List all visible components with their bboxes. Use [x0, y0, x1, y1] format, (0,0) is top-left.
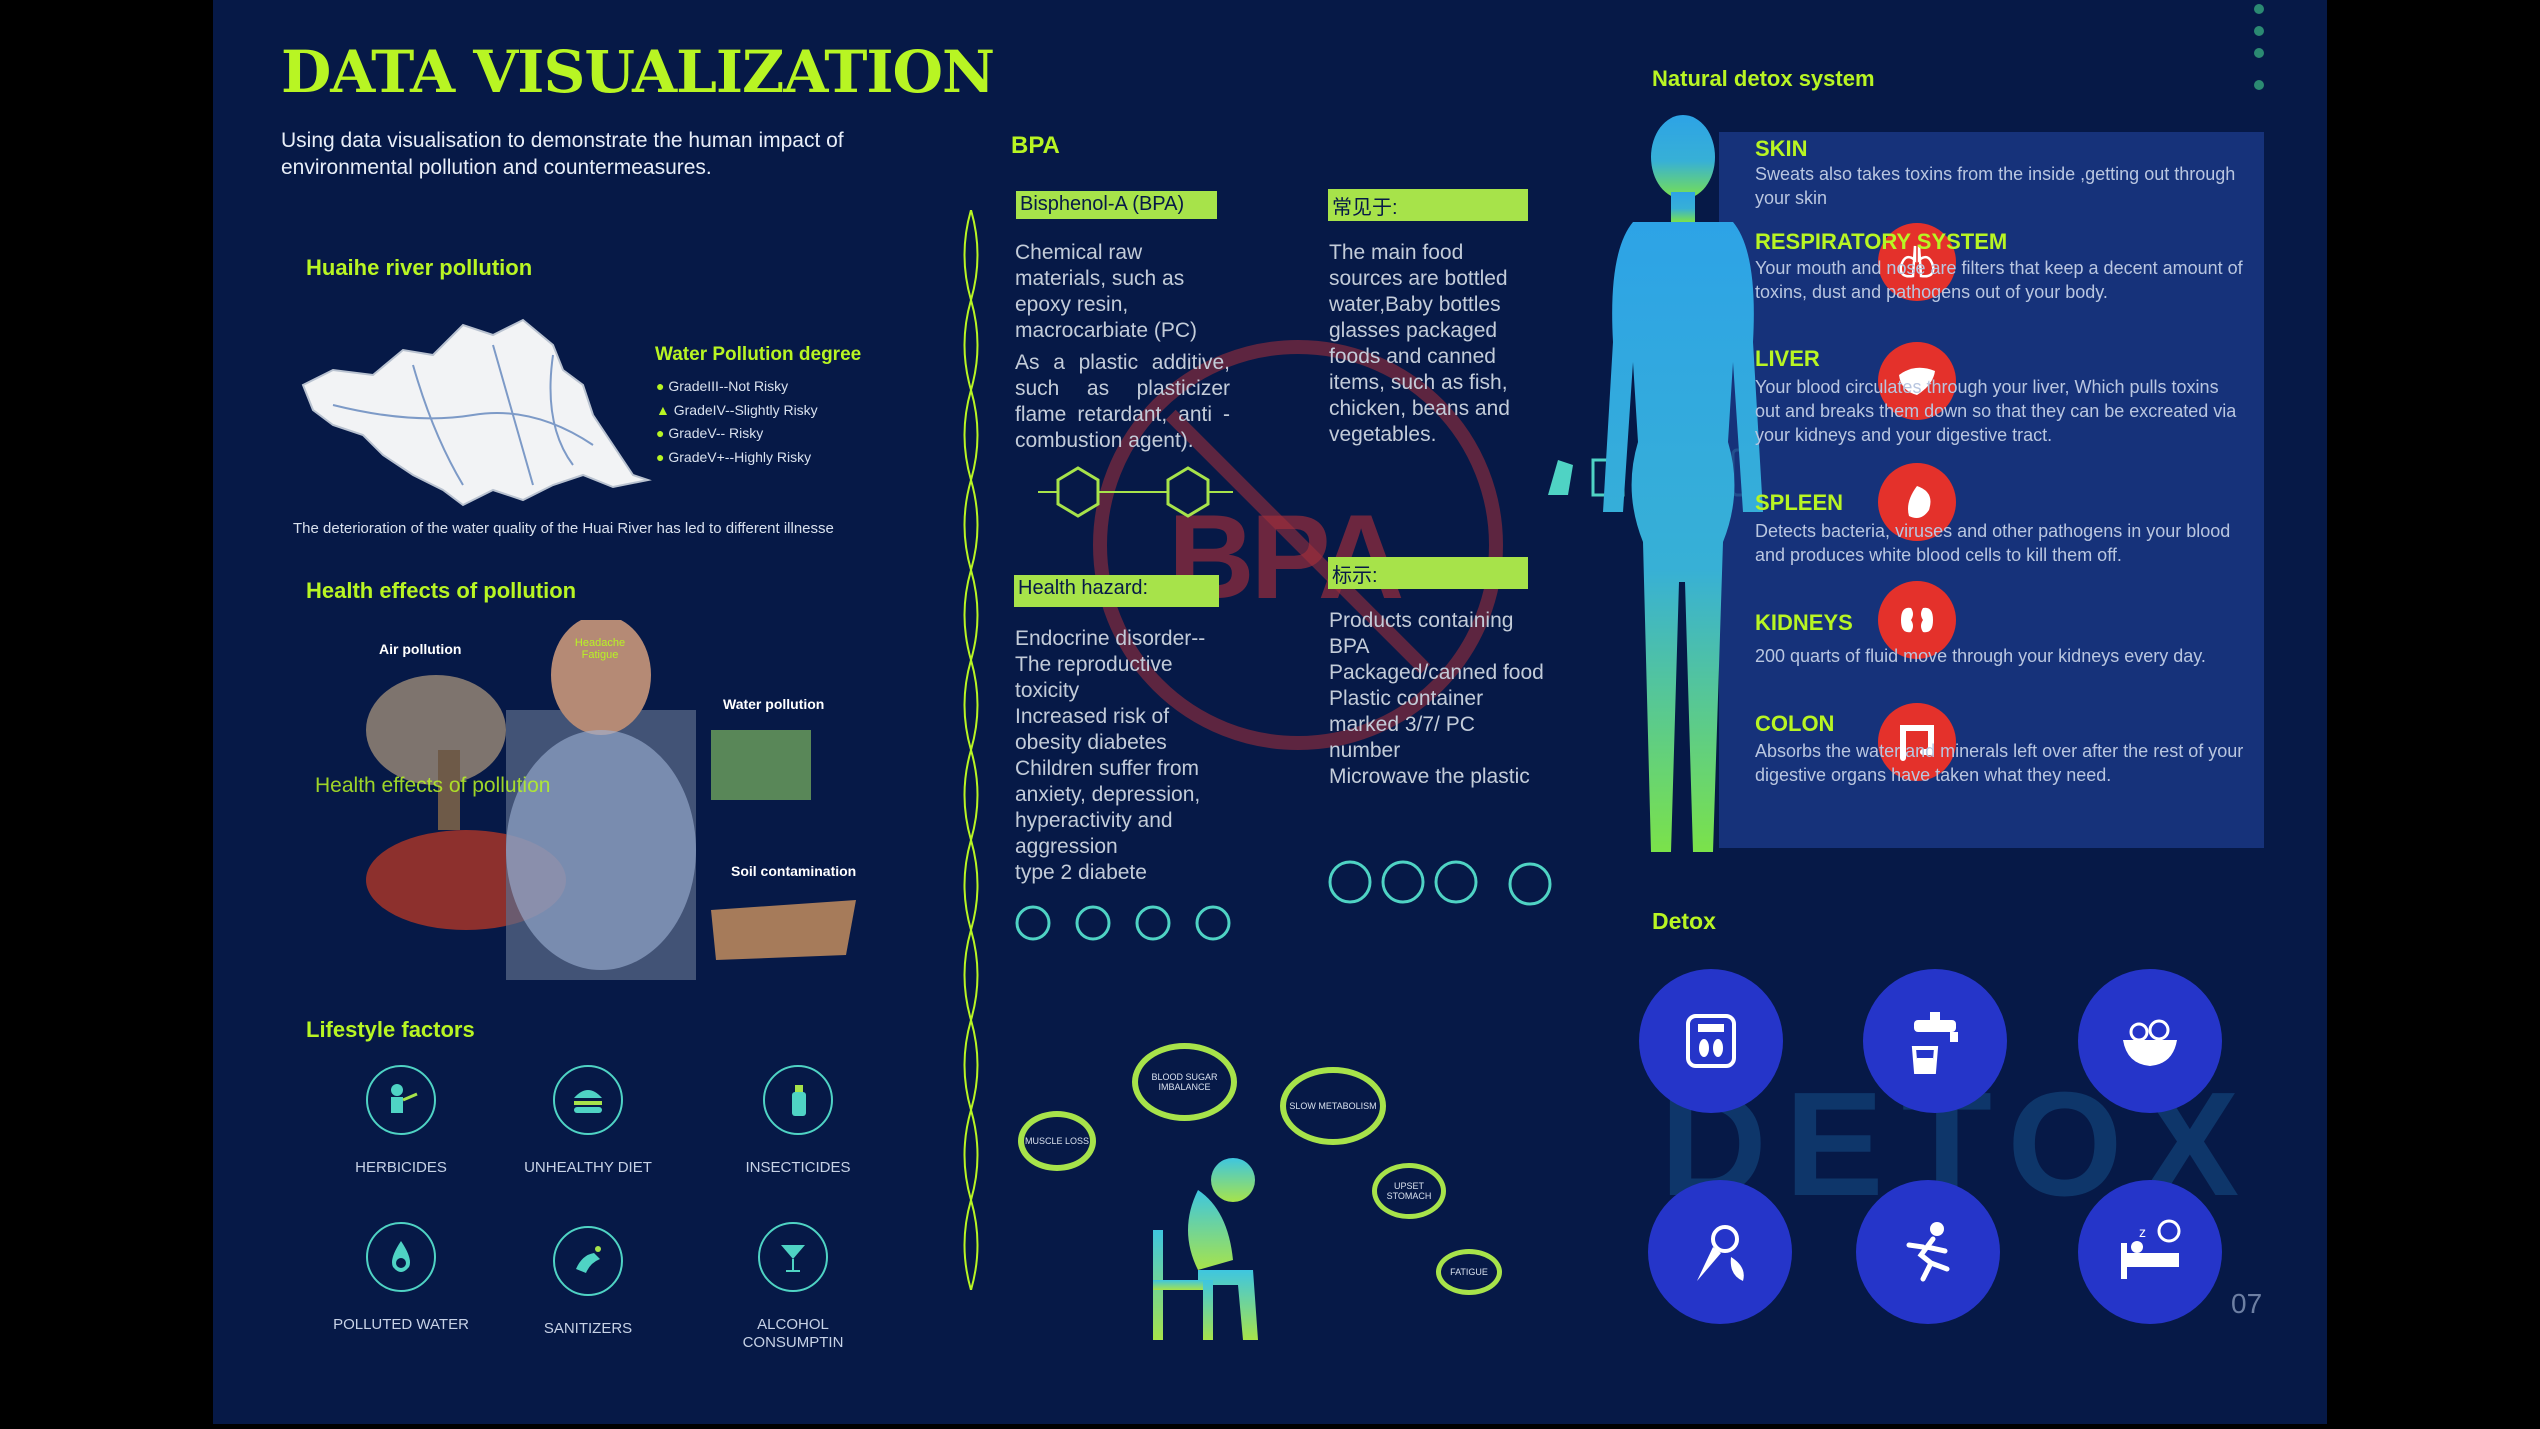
- air-pollution-label: Air pollution: [379, 641, 462, 657]
- bpa-box-common: 常见于:: [1328, 189, 1528, 221]
- liver-icon: [1878, 342, 1956, 420]
- health-effects-illustration: [366, 620, 856, 980]
- herbicides-icon: [366, 1065, 436, 1135]
- lifestyle-label: ALCOHOL CONSUMPTIN: [742, 1316, 844, 1351]
- nav-dot: [2254, 48, 2264, 58]
- bpa-text-additive: As a plastic additive, such as plasticiz…: [1015, 351, 1230, 452]
- poster: DATA VISUALIZATION Using data visualisat…: [213, 0, 2327, 1424]
- organ-text: Sweats also takes toxins from the inside…: [1755, 164, 2236, 208]
- hazard-list: Endocrine disorder--The reproductive tox…: [1015, 626, 1230, 886]
- nav-dot: [2254, 4, 2264, 14]
- intro-text: Using data visualisation to demonstrate …: [281, 129, 844, 179]
- hand-wash-icon: [553, 1226, 623, 1296]
- sleep-icon: z: [2078, 1180, 2222, 1324]
- bpa-molecule: [1038, 466, 1233, 518]
- hazard-item: type 2 diabete: [1015, 861, 1147, 884]
- hazard-item: Increased risk of obesity diabetes: [1015, 705, 1170, 754]
- water-drop-skull-icon: [366, 1222, 436, 1292]
- organs-panel: [1719, 132, 2264, 848]
- spleen-icon: [1878, 463, 1956, 541]
- burger-icon: [553, 1065, 623, 1135]
- column-divider: [963, 210, 979, 1290]
- huaihe-map: [301, 318, 652, 507]
- label-list: Products containing BPA Packaged/canned …: [1329, 608, 1544, 790]
- organ-title: KIDNEYS: [1755, 610, 1853, 635]
- legend-item: ● GradeV-- Risky: [656, 425, 764, 441]
- lifestyle-label: UNHEALTHY DIET: [524, 1159, 652, 1176]
- bpa-box-name: Bisphenol-A (BPA): [1014, 189, 1219, 221]
- soil-contamination-label: Soil contamination: [731, 863, 857, 879]
- faucet-icon: [1863, 969, 2007, 1113]
- lifestyle-label: POLLUTED WATER: [333, 1316, 469, 1333]
- scale-icon: [1639, 969, 1783, 1113]
- bpa-box-label: 标示:: [1328, 557, 1528, 589]
- hazard-item: Endocrine disorder--The reproductive tox…: [1015, 627, 1206, 702]
- organ-title: RESPIRATORY SYSTEM: [1755, 229, 2008, 254]
- headache-label: Headache Fatigue: [574, 637, 626, 661]
- water-pollution-label: Water pollution: [723, 696, 825, 712]
- vegetables-icon: [1648, 1180, 1792, 1324]
- health-overlay-text: Health effects of pollution: [315, 774, 551, 797]
- colon-icon: [1878, 703, 1956, 781]
- page-title: DATA VISUALIZATION: [281, 38, 995, 106]
- bpa-text-sources: The main food sources are bottled water,…: [1329, 241, 1510, 446]
- bpa-heading: BPA: [1011, 132, 1060, 159]
- pollution-legend: ● GradeIII--Not Risky ▲ GradeIV--Slightl…: [656, 375, 818, 469]
- organ-text: Your blood circulates through your liver…: [1755, 377, 2237, 445]
- kidneys-icon: [1878, 581, 1956, 659]
- symptom-bubble: FATIGUE: [1436, 1249, 1502, 1295]
- organ-title: SKIN: [1755, 136, 1808, 161]
- symptom-bubble: UPSET STOMACH: [1372, 1163, 1446, 1219]
- symptom-bubble: SLOW METABOLISM: [1280, 1067, 1386, 1145]
- detox-heading: Detox: [1652, 908, 1716, 934]
- legend-item: ▲ GradeIV--Slightly Risky: [656, 401, 818, 418]
- sad-person-icon: [1153, 1158, 1258, 1340]
- huaihe-heading: Huaihe river pollution: [306, 255, 533, 280]
- svg-text:z: z: [2139, 1224, 2146, 1240]
- huaihe-caption: The deterioration of the water quality o…: [293, 520, 834, 537]
- detox-system-heading: Natural detox system: [1652, 66, 1875, 91]
- organ-text: Your mouth and nose are filters that kee…: [1755, 258, 2243, 302]
- label-item: Products containing BPA: [1329, 609, 1514, 658]
- organ-text: Detects bacteria, viruses and other path…: [1755, 521, 2231, 565]
- label-item: Microwave the plastic: [1329, 765, 1530, 788]
- lifestyle-label: INSECTICIDES: [745, 1159, 851, 1176]
- lungs-icon: [1878, 223, 1956, 301]
- running-icon: [1856, 1180, 2000, 1324]
- symptom-bubble: MUSCLE LOSS: [1018, 1111, 1096, 1171]
- nav-dot: [2254, 26, 2264, 36]
- hazard-item: Children suffer from anxiety, depression…: [1015, 757, 1201, 858]
- bpa-box-hazard: Health hazard:: [1014, 575, 1219, 607]
- label-item: Packaged/canned food: [1329, 661, 1544, 684]
- organ-title: LIVER: [1755, 346, 1820, 371]
- organ-text: 200 quarts of fluid move through your ki…: [1755, 646, 2206, 666]
- symptom-bubble: BLOOD SUGAR IMBALANCE: [1132, 1043, 1237, 1121]
- salad-bowl-icon: [2078, 969, 2222, 1113]
- lifestyle-label: HERBICIDES: [355, 1159, 447, 1176]
- organ-text: Absorbs the water and minerals left over…: [1755, 741, 2244, 785]
- spray-bottle-icon: [763, 1065, 833, 1135]
- organ-title: COLON: [1755, 711, 1835, 736]
- hazard-icons: [1015, 905, 1231, 941]
- recycle-icons: [1328, 860, 1552, 906]
- human-body-silhouette: [1603, 115, 1763, 852]
- lifestyle-heading: Lifestyle factors: [306, 1017, 475, 1042]
- nav-dot: [2254, 80, 2264, 90]
- legend-item: ● GradeV+--Highly Risky: [656, 448, 812, 465]
- legend-title: Water Pollution degree: [655, 344, 862, 365]
- bpa-text-materials: Chemical raw materials, such as epoxy re…: [1015, 241, 1198, 342]
- label-item: Plastic container marked 3/7/ PC number: [1329, 687, 1484, 762]
- cocktail-icon: [758, 1222, 828, 1292]
- legend-item: ● GradeIII--Not Risky: [656, 378, 789, 394]
- organ-title: SPLEEN: [1755, 490, 1844, 515]
- health-heading: Health effects of pollution: [306, 578, 577, 603]
- page-number: 07: [2231, 1288, 2263, 1319]
- lifestyle-label: SANITIZERS: [543, 1320, 633, 1337]
